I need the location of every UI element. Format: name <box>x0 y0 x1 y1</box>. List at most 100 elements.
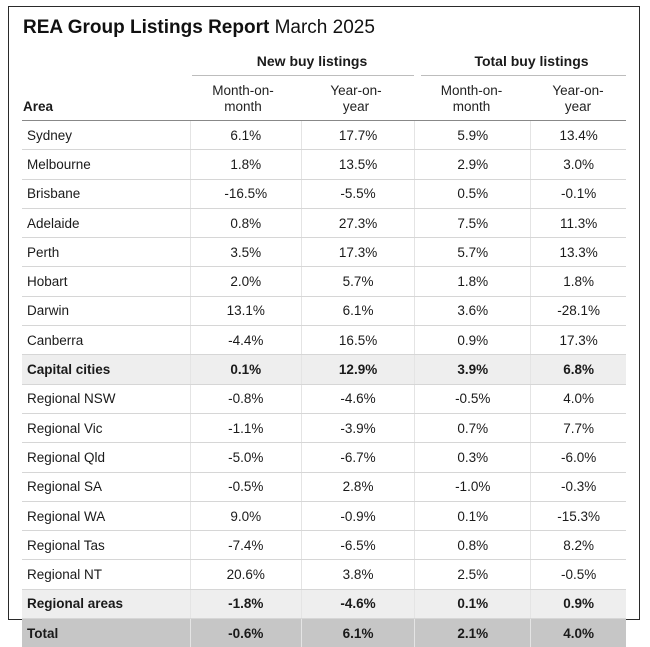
value-cell: -1.0% <box>414 472 531 502</box>
table-row: Hobart 2.0% 5.7% 1.8% 1.8% <box>22 266 626 297</box>
value-cell: 7.7% <box>530 413 626 444</box>
value-cell: 0.8% <box>189 208 302 239</box>
value-cell: -0.6% <box>189 618 302 647</box>
area-cell: Regional SA <box>22 472 191 502</box>
value-cell: 0.9% <box>530 589 626 620</box>
value-cell: -15.3% <box>530 501 626 532</box>
column-header-line: year <box>342 99 370 114</box>
report-title-bold: REA Group Listings Report <box>23 17 270 38</box>
value-cell: 27.3% <box>300 208 415 239</box>
table-row: Regional Qld -5.0% -6.7% 0.3% -6.0% <box>22 442 626 473</box>
table-row: Regional NSW -0.8% -4.6% -0.5% 4.0% <box>22 384 626 414</box>
value-cell: 8.2% <box>530 530 626 561</box>
value-cell: 6.1% <box>300 296 415 327</box>
value-cell: 11.3% <box>530 208 626 239</box>
table-row: Regional WA 9.0% -0.9% 0.1% -15.3% <box>22 501 626 532</box>
value-cell: -5.5% <box>300 179 415 209</box>
column-header-line: year <box>564 99 592 114</box>
value-cell: 9.0% <box>189 501 302 532</box>
total-row: Total -0.6% 6.1% 2.1% 4.0% <box>22 618 626 647</box>
value-cell: -16.5% <box>189 179 302 209</box>
area-cell: Regional NSW <box>22 384 191 414</box>
value-cell: 0.9% <box>414 325 531 356</box>
value-cell: 0.1% <box>414 589 531 620</box>
area-cell: Regional WA <box>22 501 191 532</box>
value-cell: 5.7% <box>414 237 531 268</box>
value-cell: -0.5% <box>530 559 626 590</box>
column-header-total-mom: Month-on- month <box>413 83 530 115</box>
value-cell: -1.8% <box>189 589 302 620</box>
value-cell: 17.3% <box>530 325 626 356</box>
value-cell: 1.8% <box>530 266 626 297</box>
table-row: Regional NT 20.6% 3.8% 2.5% -0.5% <box>22 559 626 590</box>
value-cell: -4.6% <box>300 589 415 620</box>
value-cell: 2.5% <box>414 559 531 590</box>
area-cell: Canberra <box>22 325 191 356</box>
area-cell: Melbourne <box>22 149 191 180</box>
value-cell: 4.0% <box>530 618 626 647</box>
group-underline-total <box>421 75 626 76</box>
subtotal-row: Capital cities 0.1% 12.9% 3.9% 6.8% <box>22 354 626 385</box>
area-cell: Brisbane <box>22 179 191 209</box>
area-cell: Regional Vic <box>22 413 191 444</box>
value-cell: 6.8% <box>530 354 626 385</box>
value-cell: 5.7% <box>300 266 415 297</box>
table-row: Perth 3.5% 17.3% 5.7% 13.3% <box>22 237 626 268</box>
group-underline-new <box>192 75 414 76</box>
value-cell: 0.1% <box>189 354 302 385</box>
value-cell: -0.3% <box>530 472 626 502</box>
area-cell: Hobart <box>22 266 191 297</box>
area-cell: Regional NT <box>22 559 191 590</box>
value-cell: 17.7% <box>300 121 415 151</box>
value-cell: -5.0% <box>189 442 302 473</box>
area-cell: Regional Tas <box>22 530 191 561</box>
value-cell: 7.5% <box>414 208 531 239</box>
value-cell: 16.5% <box>300 325 415 356</box>
value-cell: -0.5% <box>414 384 531 414</box>
table-row: Brisbane -16.5% -5.5% 0.5% -0.1% <box>22 179 626 209</box>
value-cell: -6.5% <box>300 530 415 561</box>
value-cell: -0.8% <box>189 384 302 414</box>
report-title-month: March 2025 <box>274 17 375 38</box>
area-cell: Sydney <box>22 121 191 151</box>
value-cell: 0.5% <box>414 179 531 209</box>
value-cell: 3.5% <box>189 237 302 268</box>
value-cell: -0.9% <box>300 501 415 532</box>
table-row: Adelaide 0.8% 27.3% 7.5% 11.3% <box>22 208 626 239</box>
area-cell: Perth <box>22 237 191 268</box>
value-cell: 2.1% <box>414 618 531 647</box>
table-row: Melbourne 1.8% 13.5% 2.9% 3.0% <box>22 149 626 180</box>
column-header-line: Year-on- <box>552 83 604 98</box>
group-header-new: New buy listings <box>256 53 368 69</box>
table-row: Darwin 13.1% 6.1% 3.6% -28.1% <box>22 296 626 327</box>
value-cell: 13.5% <box>300 149 415 180</box>
value-cell: 13.3% <box>530 237 626 268</box>
value-cell: 2.9% <box>414 149 531 180</box>
value-cell: 0.8% <box>414 530 531 561</box>
column-header-line: month <box>224 99 262 114</box>
value-cell: -1.1% <box>189 413 302 444</box>
listings-table: Sydney 6.1% 17.7% 5.9% 13.4% Melbourne 1.8% 13.… <box>22 121 626 647</box>
value-cell: 3.0% <box>530 149 626 180</box>
value-cell: 13.1% <box>189 296 302 327</box>
area-cell: Total <box>22 618 191 647</box>
value-cell: 0.1% <box>414 501 531 532</box>
column-header-line: month <box>452 99 491 114</box>
value-cell: 12.9% <box>300 354 415 385</box>
area-cell: Darwin <box>22 296 191 327</box>
area-cell: Regional areas <box>22 589 191 620</box>
value-cell: -6.7% <box>300 442 415 473</box>
table-row: Canberra -4.4% 16.5% 0.9% 17.3% <box>22 325 626 356</box>
value-cell: 3.8% <box>300 559 415 590</box>
value-cell: 3.6% <box>414 296 531 327</box>
column-header-total-yoy: Year-on- year <box>530 83 626 115</box>
listings-table-body: Sydney 6.1% 17.7% 5.9% 13.4% Melbourne 1.8% 13.… <box>22 121 626 647</box>
value-cell: 1.8% <box>414 266 531 297</box>
value-cell: -4.4% <box>189 325 302 356</box>
value-cell: 2.8% <box>300 472 415 502</box>
report-title: REA Group Listings Report March 2025 <box>23 17 375 39</box>
header-divider <box>22 120 626 121</box>
value-cell: -4.6% <box>300 384 415 414</box>
area-cell: Adelaide <box>22 208 191 239</box>
value-cell: 2.0% <box>189 266 302 297</box>
